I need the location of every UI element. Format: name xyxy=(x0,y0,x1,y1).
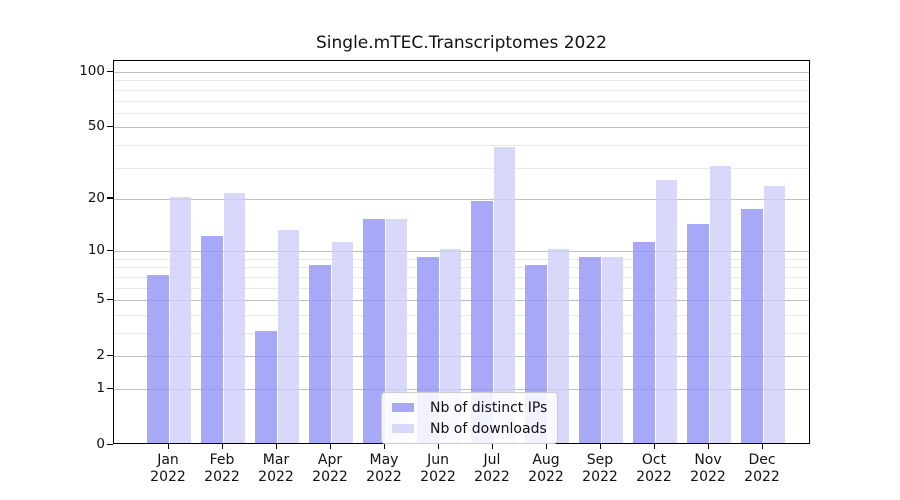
minor-gridline xyxy=(114,167,809,169)
major-gridline xyxy=(114,389,809,390)
bar-distinct-ips-mar xyxy=(255,331,277,443)
x-tick-label: Sep 2022 xyxy=(582,452,618,485)
plot-area: Nb of distinct IPs Nb of downloads xyxy=(113,60,810,444)
minor-gridline xyxy=(114,144,809,146)
bar-downloads-dec xyxy=(763,186,785,443)
x-tick-mark xyxy=(599,444,601,449)
y-tick-mark xyxy=(107,387,113,389)
minor-gridline xyxy=(114,258,809,260)
major-gridline xyxy=(114,198,809,200)
y-tick-mark xyxy=(107,443,113,445)
chart-title: Single.mTEC.Transcriptomes 2022 xyxy=(315,33,607,53)
bar-distinct-ips-jul xyxy=(471,200,493,443)
x-tick-mark xyxy=(653,444,655,449)
y-tick-label: 2 xyxy=(96,347,105,364)
y-tick-label: 50 xyxy=(87,118,105,135)
minor-gridline xyxy=(114,112,809,114)
y-tick-label: 100 xyxy=(79,63,105,79)
y-tick-mark xyxy=(107,70,113,72)
y-tick-label: 1 xyxy=(96,380,105,396)
y-tick-mark xyxy=(107,125,113,127)
bar-downloads-mar xyxy=(277,229,299,443)
x-tick-mark xyxy=(383,444,385,449)
y-tick-label: 20 xyxy=(87,189,105,206)
bar-distinct-ips-oct xyxy=(633,242,655,443)
y-tick-label: 0 xyxy=(96,436,105,452)
legend-entry: Nb of downloads xyxy=(392,420,547,437)
x-tick-label: Jan 2022 xyxy=(150,452,186,485)
downloads-swatch xyxy=(392,424,414,433)
legend-label: Nb of downloads xyxy=(430,420,547,437)
bar-distinct-ips-dec xyxy=(741,209,763,443)
bar-downloads-oct xyxy=(655,179,677,443)
x-tick-label: Jul 2022 xyxy=(474,452,510,485)
bar-distinct-ips-apr xyxy=(309,265,331,443)
y-tick-mark xyxy=(107,298,113,300)
bar-distinct-ips-feb xyxy=(201,235,223,443)
bar-downloads-apr xyxy=(331,242,353,443)
bar-downloads-may xyxy=(385,218,407,443)
y-tick-label: 10 xyxy=(87,242,105,259)
y-tick-label: 5 xyxy=(96,291,105,308)
y-tick-mark xyxy=(107,354,113,356)
x-tick-label: May 2022 xyxy=(366,452,402,485)
minor-gridline xyxy=(114,100,809,102)
major-gridline xyxy=(114,356,809,358)
minor-gridline xyxy=(114,267,809,269)
minor-gridline xyxy=(114,80,809,82)
x-tick-label: Nov 2022 xyxy=(690,452,726,485)
x-tick-mark xyxy=(167,444,169,449)
x-tick-mark xyxy=(437,444,439,449)
major-gridline xyxy=(114,127,809,129)
minor-gridline xyxy=(114,276,809,278)
x-tick-label: Apr 2022 xyxy=(312,452,348,485)
x-tick-mark xyxy=(761,444,763,449)
bar-downloads-feb xyxy=(223,193,245,443)
distinct-ips-swatch xyxy=(392,403,414,412)
bar-downloads-sep xyxy=(601,256,623,443)
minor-gridline xyxy=(114,314,809,316)
x-tick-label: Dec 2022 xyxy=(744,452,780,485)
legend-entry: Nb of distinct IPs xyxy=(392,399,547,416)
bar-downloads-jan xyxy=(169,196,191,443)
x-tick-mark xyxy=(221,444,223,449)
x-tick-mark xyxy=(329,444,331,449)
bar-distinct-ips-may xyxy=(363,218,385,443)
x-tick-mark xyxy=(275,444,277,449)
x-tick-label: Aug 2022 xyxy=(528,452,564,485)
bar-downloads-jul xyxy=(493,146,515,443)
major-gridline xyxy=(114,251,809,253)
minor-gridline xyxy=(114,287,809,289)
bar-downloads-nov xyxy=(709,165,731,443)
x-tick-label: Mar 2022 xyxy=(258,452,294,485)
minor-gridline xyxy=(114,89,809,91)
legend-label: Nb of distinct IPs xyxy=(430,399,548,416)
major-gridline xyxy=(114,300,809,302)
legend: Nb of distinct IPs Nb of downloads xyxy=(381,392,559,444)
x-tick-mark xyxy=(545,444,547,449)
bar-distinct-ips-nov xyxy=(687,224,709,443)
bar-distinct-ips-sep xyxy=(579,256,601,443)
x-tick-mark xyxy=(491,444,493,449)
x-tick-mark xyxy=(707,444,709,449)
minor-gridline xyxy=(114,333,809,334)
major-gridline xyxy=(114,72,809,73)
bar-distinct-ips-jan xyxy=(147,274,169,443)
x-tick-label: Jun 2022 xyxy=(420,452,456,485)
x-tick-label: Feb 2022 xyxy=(204,452,240,485)
x-tick-label: Oct 2022 xyxy=(636,452,672,485)
y-tick-mark xyxy=(107,249,113,251)
y-tick-mark xyxy=(107,197,113,199)
